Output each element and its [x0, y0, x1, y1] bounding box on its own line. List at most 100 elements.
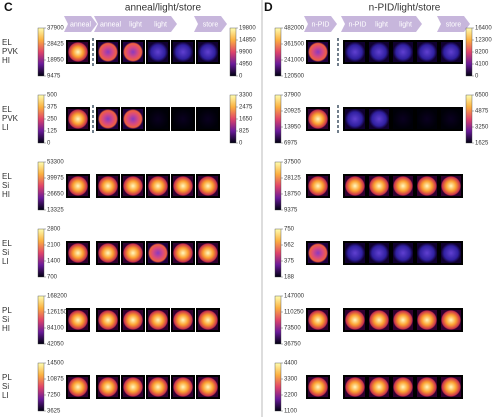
panel-title: anneal/light/store: [125, 3, 202, 14]
thumbnail: [148, 310, 168, 330]
thumbnail: [369, 42, 389, 62]
thumbnail: [417, 109, 437, 129]
row-label: HI: [2, 56, 10, 65]
row-label: PL: [2, 373, 12, 382]
colorbar-tick-label: 168200: [47, 294, 68, 300]
thumbnail: [98, 377, 118, 397]
row-label: EL: [2, 239, 12, 248]
thumbnail: [345, 109, 365, 129]
thumbnail: [68, 42, 88, 62]
colorbar: [274, 295, 282, 345]
thumbnail: [198, 310, 218, 330]
colorbar: [229, 27, 237, 77]
thumbnail: [393, 243, 413, 263]
colorbar-tick-label: 2100: [47, 243, 61, 249]
step-arrow: [304, 16, 337, 32]
colorbar-tick-label: 9475: [47, 74, 61, 80]
colorbar: [274, 27, 282, 77]
thumbnail: [98, 42, 118, 62]
thumbnail: [417, 243, 437, 263]
colorbar-tick-label: 9375: [284, 208, 298, 214]
colorbar-tick-label: 375: [47, 105, 58, 111]
thumbnail: [369, 377, 389, 397]
colorbar: [274, 228, 282, 278]
panel-label: D: [264, 0, 273, 14]
colorbar-tick-label: 1650: [239, 117, 253, 123]
thumbnail: [173, 109, 193, 129]
colorbar-tick-label: 0: [475, 74, 479, 80]
colorbar-tick-label: 84100: [47, 326, 64, 332]
thumbnail: [441, 310, 461, 330]
colorbar: [465, 94, 473, 144]
step-label: n-PID: [312, 21, 330, 28]
thumbnail: [98, 243, 118, 263]
colorbar-tick-label: 14500: [47, 361, 64, 367]
thumbnail: [198, 176, 218, 196]
thumbnail: [173, 310, 193, 330]
thumbnail: [308, 109, 328, 129]
colorbar-tick-label: 12300: [475, 38, 492, 44]
step-arrow: [144, 16, 177, 32]
thumbnail: [198, 243, 218, 263]
row-label: EL: [2, 38, 12, 47]
colorbar-tick-label: 20925: [284, 109, 301, 115]
colorbar-tick-label: 4875: [475, 109, 489, 115]
colorbar-tick-label: 37900: [284, 93, 301, 99]
step-label: light: [375, 21, 388, 28]
colorbar-tick-label: 825: [239, 129, 250, 135]
step-label: light: [399, 21, 412, 28]
colorbar-tick-label: 562: [284, 243, 295, 249]
colorbar-tick-label: 6500: [475, 93, 489, 99]
colorbar-tick-label: 18750: [284, 192, 301, 198]
colorbar-tick-label: 9900: [239, 50, 253, 56]
colorbar-tick-label: 1400: [47, 259, 61, 265]
colorbar-tick-label: 0: [239, 141, 243, 147]
colorbar-tick-label: 37900: [47, 26, 64, 32]
step-label: n-PID: [349, 21, 367, 28]
colorbar-tick-label: 13950: [284, 125, 301, 131]
colorbar-tick-label: 2475: [239, 105, 253, 111]
thumbnail: [123, 42, 143, 62]
row-label: Si: [2, 315, 9, 324]
thumbnail: [68, 176, 88, 196]
colorbar-tick-label: 110250: [284, 310, 304, 316]
thumbnail: [417, 310, 437, 330]
thumbnail: [123, 310, 143, 330]
step-label: light: [154, 21, 167, 28]
thumbnail: [308, 176, 328, 196]
colorbar-tick-label: 28125: [284, 176, 301, 182]
thumbnail: [441, 42, 461, 62]
thumbnail: [393, 42, 413, 62]
row-label: PVK: [2, 47, 19, 56]
colorbar: [465, 27, 473, 77]
colorbar-tick-label: 3625: [47, 409, 61, 415]
thumbnail: [123, 176, 143, 196]
colorbar-tick-label: 0: [47, 141, 51, 147]
colorbar-tick-label: 1625: [475, 141, 489, 147]
thumbnail: [441, 377, 461, 397]
colorbar-tick-label: 14850: [239, 38, 256, 44]
colorbar-tick-label: 2200: [284, 393, 298, 399]
thumbnail: [345, 176, 365, 196]
thumbnail: [441, 243, 461, 263]
colorbar-tick-label: 39975: [47, 176, 64, 182]
colorbar-tick-label: 13325: [47, 208, 64, 214]
thumbnail: [369, 243, 389, 263]
thumbnail: [345, 377, 365, 397]
row-label: HI: [2, 324, 10, 333]
row-label: LI: [2, 257, 9, 266]
step-label: anneal: [100, 21, 121, 28]
panel-title: n-PID/light/store: [369, 3, 441, 14]
colorbar-tick-label: 36750: [284, 342, 301, 348]
colorbar-tick-label: 6975: [284, 141, 298, 147]
thumbnail: [98, 310, 118, 330]
colorbar-tick-label: 37500: [284, 160, 301, 166]
colorbar-tick-label: 8200: [475, 50, 489, 56]
step-arrow: [389, 16, 422, 32]
thumbnail: [148, 109, 168, 129]
row-label: HI: [2, 190, 10, 199]
thumbnail: [417, 176, 437, 196]
colorbar-tick-label: 188: [284, 275, 295, 281]
colorbar-tick-label: 16400: [475, 26, 492, 32]
